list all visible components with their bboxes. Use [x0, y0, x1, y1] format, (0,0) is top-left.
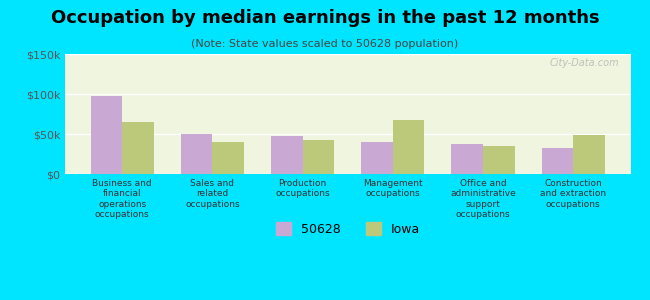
- Text: City-Data.com: City-Data.com: [549, 58, 619, 68]
- Bar: [213, 142, 244, 174]
- Bar: [91, 96, 122, 174]
- Text: (Note: State values scaled to 50628 population): (Note: State values scaled to 50628 popu…: [191, 39, 459, 49]
- Bar: [361, 142, 393, 174]
- Bar: [122, 122, 154, 174]
- Bar: [303, 140, 334, 174]
- Bar: [181, 134, 213, 174]
- Bar: [393, 120, 424, 174]
- Bar: [271, 136, 303, 174]
- Bar: [573, 135, 604, 174]
- Bar: [452, 144, 483, 174]
- Legend: 50628, Iowa: 50628, Iowa: [270, 216, 426, 242]
- Bar: [483, 146, 515, 174]
- Bar: [541, 148, 573, 174]
- Text: Occupation by median earnings in the past 12 months: Occupation by median earnings in the pas…: [51, 9, 599, 27]
